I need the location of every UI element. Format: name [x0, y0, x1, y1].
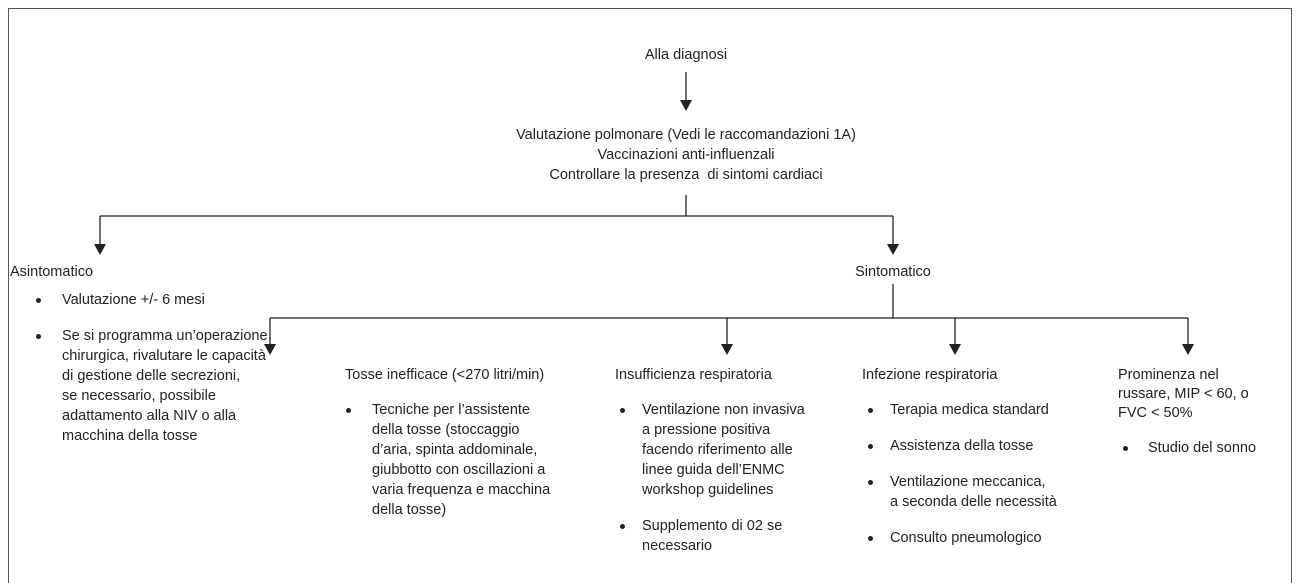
bullet-text: necessario [642, 538, 713, 554]
group-label: Prominenza nel [1118, 367, 1219, 383]
bullet-text: macchina della tosse [62, 428, 198, 444]
bullet-text: chirurgica, rivalutare le capacità [62, 348, 266, 364]
bullet-text: a seconda delle necessità [890, 494, 1057, 510]
bullet-text: Assistenza della tosse [890, 438, 1034, 454]
group-label: FVC < 50% [1118, 405, 1193, 421]
bullet-text: Terapia medica standard [890, 402, 1049, 418]
group-label: Tosse inefficace (<270 litri/min) [345, 367, 545, 383]
bullet [36, 334, 41, 339]
assessment-line: Valutazione polmonare (Vedi le raccomand… [516, 127, 856, 143]
arrow [680, 100, 692, 111]
branch-label: Sintomatico [855, 264, 931, 280]
bullet-text: linee guida dell’ENMC [642, 462, 785, 478]
bullet-text: adattamento alla NIV o alla [62, 408, 237, 424]
bullet-text: se necessario, possibile [62, 388, 216, 404]
bullet [346, 408, 351, 413]
bullet [1123, 446, 1128, 451]
bullet [868, 536, 873, 541]
bullet-text: facendo riferimento alle [642, 442, 793, 458]
start-node: Alla diagnosi [644, 47, 728, 63]
group-label: russare, MIP < 60, o [1118, 386, 1249, 402]
frame [8, 8, 1292, 583]
bullet [620, 524, 625, 529]
bullet-text: Tecniche per l’assistente [372, 402, 530, 418]
group-label: Infezione respiratoria [862, 367, 998, 383]
bullet-text: varia frequenza e macchina [372, 482, 551, 498]
bullet-text: a pressione positiva [642, 422, 771, 438]
bullet-text: Ventilazione meccanica, [890, 474, 1046, 490]
arrow [887, 244, 899, 255]
branch-label: Asintomatico [10, 264, 94, 280]
bullet-text: di gestione delle secrezioni, [62, 368, 241, 384]
bullet-text: Valutazione +/- 6 mesi [62, 292, 205, 308]
arrow [721, 344, 733, 355]
arrow [949, 344, 961, 355]
bullet [868, 444, 873, 449]
bullet-text: della tosse) [372, 502, 447, 518]
bullet-text: della tosse (stoccaggio [372, 422, 520, 438]
bullet-text: Se si programma un’operazione [62, 328, 268, 344]
bullet [868, 480, 873, 485]
arrow [1182, 344, 1194, 355]
arrow [94, 244, 106, 255]
bullet-text: Supplemento di 02 se [642, 518, 783, 534]
bullet-text: Studio del sonno [1148, 440, 1257, 456]
bullet-text: workshop guidelines [642, 482, 774, 498]
bullet-text: giubbotto con oscillazioni a [372, 462, 546, 478]
bullet [620, 408, 625, 413]
bullet [36, 298, 41, 303]
assessment-line: Controllare la presenza di sintomi cardi… [549, 167, 823, 183]
assessment-line: Vaccinazioni anti-influenzali [597, 147, 775, 163]
bullet-text: Ventilazione non invasiva [642, 402, 805, 418]
bullet-text: Consulto pneumologico [890, 530, 1042, 546]
bullet [868, 408, 873, 413]
arrow [264, 344, 276, 355]
bullet-text: d’aria, spinta addominale, [372, 442, 538, 458]
group-label: Insufficienza respiratoria [615, 367, 772, 383]
